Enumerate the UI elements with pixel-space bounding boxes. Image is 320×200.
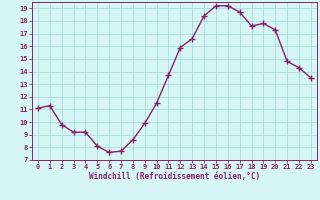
X-axis label: Windchill (Refroidissement éolien,°C): Windchill (Refroidissement éolien,°C) — [89, 172, 260, 181]
